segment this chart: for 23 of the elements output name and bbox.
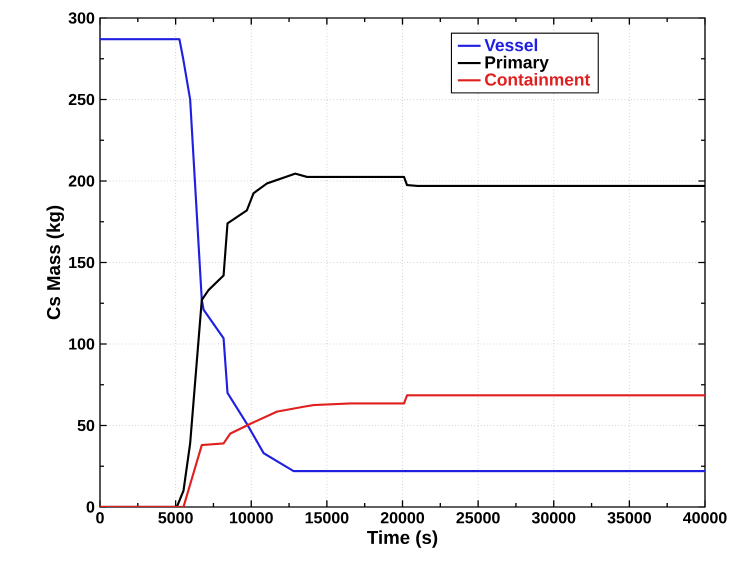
y-tick-label: 150 (69, 256, 94, 268)
x-tick-label: 30000 (532, 512, 576, 524)
x-tick-label: 0 (96, 512, 104, 524)
y-tick-label: 200 (68, 175, 94, 187)
legend-label: Vessel (484, 38, 538, 52)
y-tick-label: 50 (78, 420, 94, 432)
line-series (100, 38, 705, 472)
x-tick-label: 15000 (306, 512, 348, 524)
y-axis-title: Cs Mass (kg) (46, 206, 64, 320)
x-tick-label: 40000 (683, 512, 727, 524)
x-tick-label: 10000 (230, 512, 273, 524)
y-tick-label: 100 (69, 338, 94, 350)
x-tick-label: 25000 (456, 512, 500, 524)
x-axis-title: Time (s) (367, 530, 438, 548)
x-tick-label: 5000 (158, 512, 193, 524)
y-tick-label: 0 (86, 501, 94, 513)
x-tick-label: 20000 (380, 512, 424, 524)
y-tick-label: 250 (68, 94, 94, 106)
legend-label: Containment (485, 72, 590, 86)
legend-label: Primary (485, 56, 549, 72)
y-tick-label: 300 (68, 12, 94, 24)
line-series (100, 394, 705, 507)
x-tick-label: 35000 (608, 512, 651, 524)
